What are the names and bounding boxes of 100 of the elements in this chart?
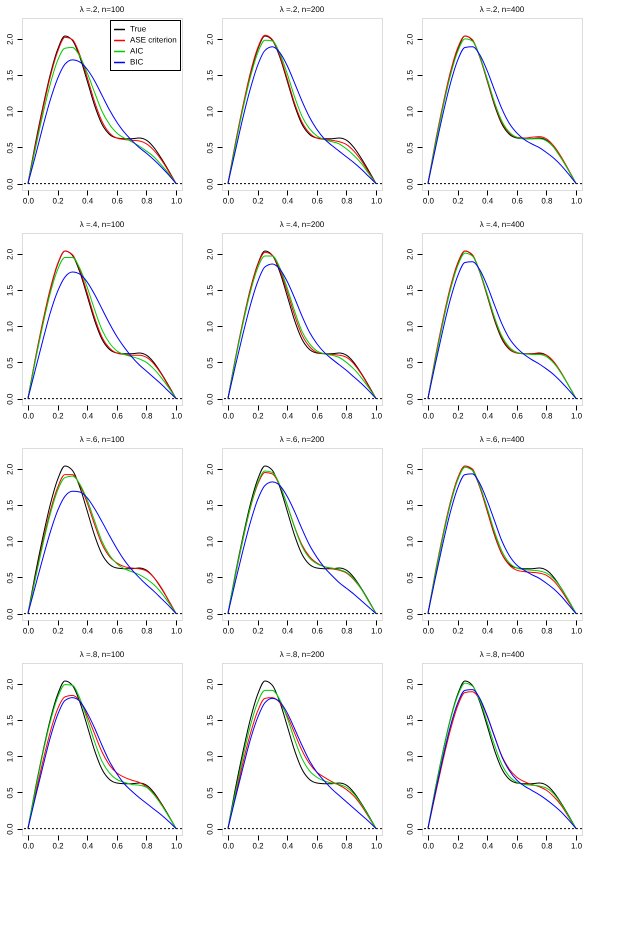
x-tick-label: 0.2 (52, 412, 64, 420)
y-tick-label: 1.0 (6, 750, 14, 762)
y-tick-label: 0.5 (206, 356, 214, 368)
x-tick-label: 0.6 (312, 196, 324, 206)
y-tick-label: 1.5 (206, 499, 214, 512)
x-tick-label: 0.2 (52, 196, 64, 206)
x-tick-label: 0.0 (22, 626, 35, 636)
x-tick-label: 0.8 (341, 626, 354, 636)
x-tick-label: 1.0 (371, 196, 383, 206)
x-tick-label: 0.2 (452, 842, 464, 850)
y-tick-label: 1.0 (6, 536, 14, 548)
chart-title: λ =.2, n=400 (480, 5, 525, 14)
x-tick-label: 0.2 (52, 842, 64, 850)
y-tick-label: 0.0 (406, 823, 414, 835)
chart-title: λ =.2, n=200 (280, 5, 325, 14)
x-tick-label: 0.6 (512, 412, 524, 420)
x-tick-label: 1.0 (171, 196, 183, 206)
x-tick-label: 1.0 (571, 842, 583, 850)
x-tick-label: 0.8 (541, 196, 554, 206)
y-tick-label: 1.5 (6, 499, 14, 512)
x-tick-label: 0.0 (22, 842, 35, 850)
x-tick-label: 0.6 (512, 196, 524, 206)
y-tick-label: 1.0 (6, 106, 14, 118)
x-tick-label: 1.0 (171, 412, 183, 420)
x-tick-label: 0.6 (312, 842, 324, 850)
x-tick-label: 0.8 (141, 626, 154, 636)
y-tick-label: 2.0 (6, 463, 14, 475)
y-tick-label: 0.5 (206, 572, 214, 584)
x-tick-label: 0.6 (112, 842, 124, 850)
y-tick-label: 0.5 (206, 786, 214, 798)
x-tick-label: 0.4 (82, 412, 94, 420)
x-tick-label: 0.4 (282, 196, 294, 206)
y-tick-label: 0.0 (206, 393, 214, 405)
x-tick-label: 0.0 (22, 412, 35, 420)
x-tick-label: 0.4 (482, 626, 494, 636)
y-tick-label: 1.5 (206, 69, 214, 82)
x-tick-label: 0.4 (82, 842, 94, 850)
y-tick-label: 1.0 (206, 536, 214, 548)
x-tick-label: 1.0 (571, 196, 583, 206)
x-tick-label: 0.0 (422, 412, 435, 420)
y-tick-label: 1.0 (406, 750, 414, 762)
x-tick-label: 0.4 (282, 626, 294, 636)
y-tick-label: 0.0 (406, 393, 414, 405)
y-tick-label: 2.0 (406, 678, 414, 690)
x-tick-label: 0.0 (222, 842, 235, 850)
x-tick-label: 0.0 (422, 196, 435, 206)
legend-label: ASE criterion (130, 36, 177, 44)
x-tick-label: 0.0 (422, 626, 435, 636)
y-tick-label: 2.0 (406, 463, 414, 475)
y-tick-label: 0.0 (206, 823, 214, 835)
x-tick-label: 0.2 (252, 626, 264, 636)
y-tick-label: 2.0 (6, 248, 14, 260)
legend-label: AIC (130, 46, 144, 56)
y-tick-label: 2.0 (6, 33, 14, 45)
y-tick-label: 1.5 (6, 284, 14, 296)
y-tick-label: 1.0 (406, 536, 414, 548)
x-tick-label: 0.8 (541, 412, 554, 420)
y-tick-label: 1.0 (6, 320, 14, 332)
y-tick-label: 0.5 (206, 142, 214, 154)
x-tick-label: 0.8 (141, 196, 154, 206)
y-tick-label: 1.5 (406, 499, 414, 512)
y-tick-label: 2.0 (206, 463, 214, 475)
y-tick-label: 0.0 (206, 608, 214, 620)
chart-title: λ =.6, n=400 (480, 435, 525, 444)
y-tick-label: 1.5 (6, 69, 14, 82)
x-tick-label: 0.2 (52, 626, 64, 636)
y-tick-label: 0.5 (406, 142, 414, 154)
x-tick-label: 0.4 (82, 626, 94, 636)
x-tick-label: 0.2 (252, 412, 264, 420)
chart-title: λ =.4, n=200 (280, 220, 325, 229)
y-tick-label: 0.0 (406, 178, 414, 190)
x-tick-label: 1.0 (571, 626, 583, 636)
y-tick-label: 1.0 (206, 106, 214, 118)
x-tick-label: 0.4 (482, 412, 494, 420)
x-tick-label: 0.8 (341, 842, 354, 850)
y-tick-label: 1.5 (406, 284, 414, 296)
y-tick-label: 0.5 (406, 356, 414, 368)
chart-title: λ =.6, n=100 (80, 435, 125, 444)
y-tick-label: 0.5 (406, 572, 414, 584)
x-tick-label: 0.8 (141, 412, 154, 420)
x-tick-label: 0.6 (312, 626, 324, 636)
y-tick-label: 0.5 (6, 572, 14, 584)
chart-title: λ =.4, n=100 (80, 220, 125, 229)
x-tick-label: 1.0 (371, 626, 383, 636)
chart-title: λ =.6, n=200 (280, 435, 325, 444)
x-tick-label: 0.6 (512, 626, 524, 636)
x-tick-label: 0.8 (341, 196, 354, 206)
y-tick-label: 1.5 (206, 714, 214, 726)
y-tick-label: 2.0 (206, 33, 214, 45)
x-tick-label: 0.0 (422, 842, 435, 850)
x-tick-label: 1.0 (171, 842, 183, 850)
x-tick-label: 0.8 (541, 626, 554, 636)
x-tick-label: 1.0 (371, 412, 383, 420)
legend-label: BIC (130, 58, 144, 66)
x-tick-label: 0.8 (341, 412, 354, 420)
x-tick-label: 0.2 (252, 842, 264, 850)
y-tick-label: 2.0 (206, 678, 214, 690)
x-tick-label: 1.0 (371, 842, 383, 850)
x-tick-label: 0.2 (452, 412, 464, 420)
y-tick-label: 0.5 (6, 142, 14, 154)
